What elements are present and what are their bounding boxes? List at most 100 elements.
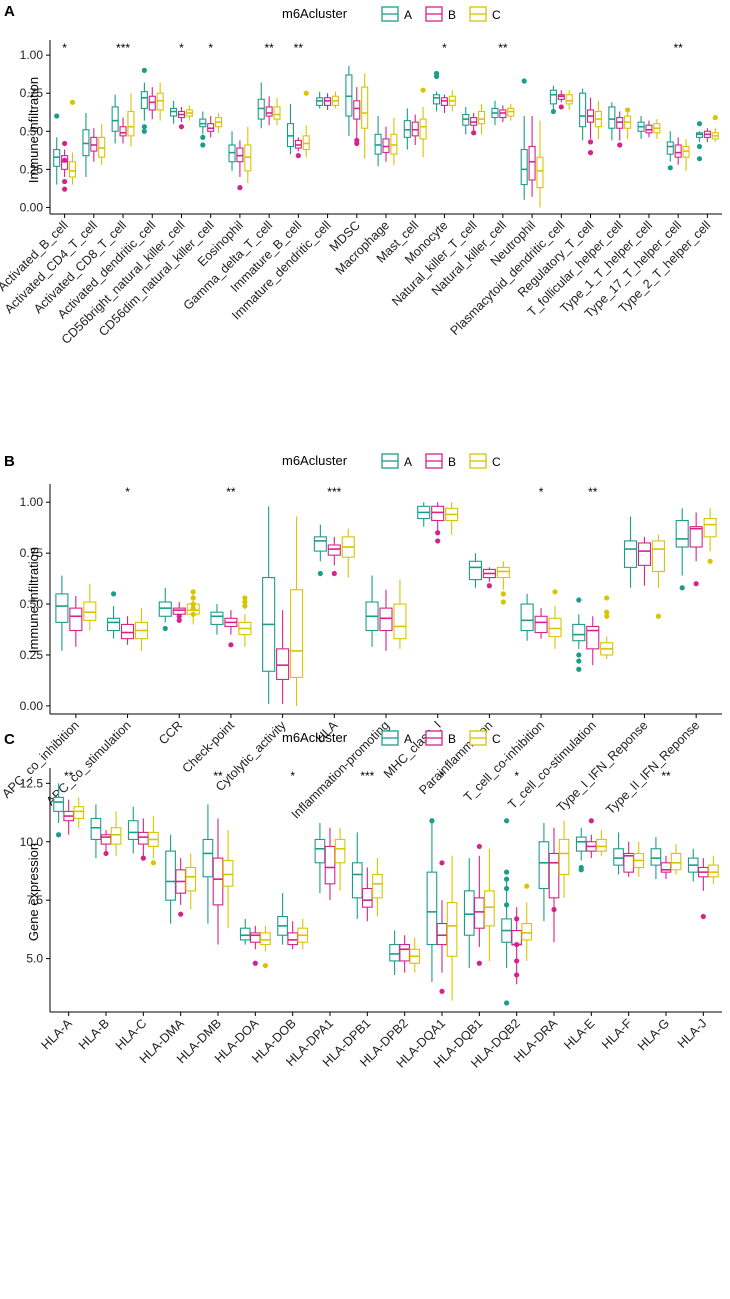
box-body [53,796,64,812]
box-a-8 [351,832,363,919]
box-c-14 [596,830,607,856]
box-body [579,92,587,128]
y-tick-label: 1.00 [20,48,44,62]
box-body [666,141,674,155]
outlier-point [576,666,582,672]
box-body [674,144,682,158]
outlier-point [696,143,703,150]
legend-label: A [404,8,412,22]
significance-label: * [442,41,447,55]
box-c-11 [484,848,495,961]
box-b-16 [660,855,672,880]
box-body [287,932,299,946]
outlier-point [55,832,62,838]
x-tick-label: HLA-C [113,1016,150,1053]
box-body [549,89,557,105]
box-c-3 [156,82,164,121]
box-a-14 [462,106,470,135]
box-b-7 [265,96,273,126]
outlier-point [500,591,506,597]
box-a-11 [374,116,382,167]
outlier-point [486,583,492,589]
box-body [158,601,172,617]
box-body [389,944,400,962]
box-c-3 [185,853,197,910]
box-c-11 [651,534,665,619]
legend-item-a: A [381,6,412,22]
box-b-14 [585,818,597,859]
box-body [548,852,560,899]
outlier-point [354,140,360,147]
box-body [613,848,624,866]
outlier-point [617,142,623,148]
outlier-point [588,818,594,824]
significance-label: * [179,41,184,55]
box-body [313,536,327,552]
outlier-point [262,963,269,969]
box-body [276,648,290,680]
box-a-12 [501,818,512,1006]
box-b-15 [623,841,635,877]
box-b-2 [119,117,127,144]
box-a-12 [675,508,689,591]
box-c-7 [334,827,346,891]
significance-label: * [62,41,67,55]
box-b-4 [276,610,290,704]
box-body [361,86,369,129]
outlier-point [176,617,182,623]
box-b-1 [120,616,135,645]
box-body [675,520,689,548]
box-c-0 [83,583,97,631]
outlier-point [550,108,557,115]
panel-label: A [4,3,15,20]
outlier-point [439,860,445,866]
box-body [432,94,441,105]
outlier-point [190,605,196,611]
box-body [586,625,600,650]
box-body [212,857,224,906]
y-tick-label: 7.5 [26,893,43,907]
outlier-point [62,186,68,192]
outlier-point [514,941,520,948]
box-a-1 [82,113,90,177]
significance-label: *** [360,769,374,783]
box-b-8 [482,567,496,589]
outlier-point [707,558,713,564]
box-a-9 [389,930,400,975]
outlier-point [252,960,258,966]
outlier-point [141,67,147,73]
box-b-5 [207,116,215,138]
outlier-point [696,156,703,162]
box-body [210,611,224,625]
box-c-4 [222,830,234,929]
box-body [110,827,122,845]
y-tick-label: 12.5 [20,776,44,790]
outlier-point [578,867,584,873]
box-body [496,566,510,579]
box-a-3 [140,67,148,134]
box-c-18 [594,100,602,139]
outlier-point [524,883,530,889]
box-body [334,838,346,864]
box-a-4 [262,506,276,704]
box-c-5 [215,113,223,133]
box-c-19 [624,107,632,139]
box-b-5 [327,536,341,577]
box-b-6 [379,589,393,651]
box-a-13 [432,70,441,112]
box-a-22 [695,121,704,162]
box-b-17 [557,90,565,110]
y-axis-label: Immune infiltration [26,547,41,653]
box-a-10 [572,597,586,672]
legend-label: B [448,8,456,22]
significance-label: * [125,485,130,499]
legend-title: m6Acluster [282,453,348,468]
box-body [314,838,326,864]
box-a-6 [228,131,236,171]
box-c-1 [110,811,122,856]
box-a-21 [666,131,674,171]
box-c-10 [361,73,369,159]
legend-item-c: C [469,453,501,469]
significance-label: * [514,769,519,783]
